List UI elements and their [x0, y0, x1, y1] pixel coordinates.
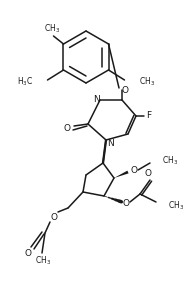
Text: CH$_3$: CH$_3$: [162, 155, 178, 167]
Text: O: O: [64, 124, 71, 133]
Text: N: N: [107, 139, 113, 147]
Text: CH$_3$: CH$_3$: [139, 76, 155, 88]
Text: O: O: [51, 214, 57, 222]
Text: F: F: [146, 110, 152, 120]
Text: CH$_3$: CH$_3$: [168, 200, 184, 212]
Text: CH$_3$: CH$_3$: [44, 23, 61, 35]
Text: N: N: [93, 95, 99, 103]
Text: O: O: [122, 85, 129, 95]
Text: CH$_3$: CH$_3$: [35, 255, 51, 267]
Text: O: O: [131, 166, 138, 174]
Text: H$_3$C: H$_3$C: [17, 76, 34, 88]
Polygon shape: [114, 171, 129, 178]
Text: O: O: [144, 168, 152, 178]
Text: O: O: [122, 199, 130, 208]
Text: O: O: [24, 248, 32, 258]
